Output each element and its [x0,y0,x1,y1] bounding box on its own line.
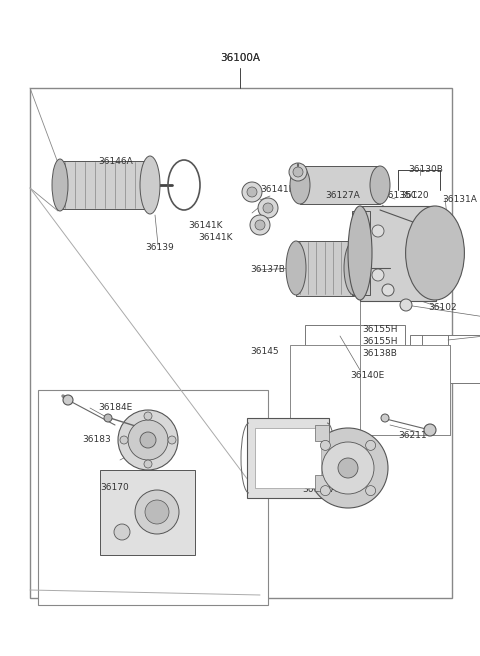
Ellipse shape [370,166,390,204]
Ellipse shape [140,156,160,214]
Circle shape [372,269,384,281]
Ellipse shape [344,241,364,295]
Bar [296,241,354,296]
Text: 36137B: 36137B [250,266,285,274]
Circle shape [372,225,384,237]
Bar [30,88,452,598]
Circle shape [308,428,388,508]
Circle shape [381,414,389,422]
Text: 36211: 36211 [398,430,427,440]
Polygon shape [428,225,460,270]
Circle shape [114,524,130,540]
Text: 36170: 36170 [100,483,129,493]
Circle shape [382,284,394,296]
Text: 36100A: 36100A [220,53,260,63]
Text: 36141K: 36141K [188,220,223,230]
Text: 36130B: 36130B [408,165,443,174]
Circle shape [104,414,112,422]
Text: 36102: 36102 [428,304,456,312]
Bar [315,425,329,441]
Circle shape [366,485,376,496]
Circle shape [320,440,330,451]
Text: 36120: 36120 [400,190,429,199]
Circle shape [320,485,330,496]
Circle shape [400,299,412,311]
Text: 36141K: 36141K [198,234,232,243]
Ellipse shape [406,206,464,300]
Ellipse shape [255,220,265,230]
Bar [352,271,370,295]
Circle shape [63,395,73,405]
Bar [360,206,436,301]
Ellipse shape [348,206,372,300]
Circle shape [120,436,128,444]
Circle shape [144,460,152,468]
Text: 36138B: 36138B [362,348,397,358]
Text: 36100A: 36100A [220,53,260,63]
Text: 36155H: 36155H [362,325,397,335]
Text: 36150: 36150 [268,468,297,476]
Text: 36141K: 36141K [260,186,295,194]
Text: 36140E: 36140E [350,371,384,380]
Text: 36184E: 36184E [98,403,132,413]
Ellipse shape [293,167,303,177]
Bar [100,470,195,555]
Text: 36170A: 36170A [302,485,337,495]
Ellipse shape [242,182,262,202]
Bar [410,335,480,383]
Circle shape [118,410,178,470]
Text: 36145: 36145 [250,348,278,356]
Bar [300,166,380,204]
Circle shape [128,420,168,460]
Circle shape [140,432,156,448]
Ellipse shape [247,187,257,197]
Circle shape [144,412,152,420]
Text: 36146A: 36146A [98,157,133,167]
Ellipse shape [290,166,310,204]
Text: 36139: 36139 [145,243,174,253]
Ellipse shape [263,203,273,213]
Circle shape [168,436,176,444]
Bar [247,418,329,498]
Text: 36135C: 36135C [382,190,417,199]
Circle shape [338,458,358,478]
Circle shape [322,442,374,494]
Bar [305,325,405,407]
Bar [255,428,321,488]
Text: 36127A: 36127A [325,190,360,199]
Bar [290,345,450,435]
Ellipse shape [286,241,306,295]
Ellipse shape [258,198,278,218]
Circle shape [145,500,169,524]
Bar [38,390,268,605]
Bar [315,475,329,491]
Circle shape [366,440,376,451]
Text: 36155H: 36155H [362,337,397,346]
Circle shape [424,424,436,436]
Bar [352,211,370,235]
Bar [60,161,150,209]
Circle shape [135,490,179,534]
Text: 36183: 36183 [82,436,111,445]
Text: 36131A: 36131A [442,195,477,205]
Ellipse shape [250,215,270,235]
Ellipse shape [52,159,68,211]
Ellipse shape [289,163,307,181]
